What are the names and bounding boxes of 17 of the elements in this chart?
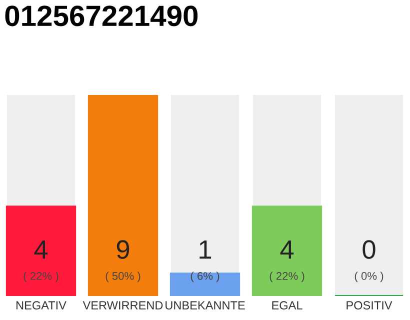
x-tick-label: POSITIV: [346, 301, 392, 310]
data-label: 4: [280, 240, 294, 259]
annotation: ( 22% ): [270, 272, 304, 282]
x-tick-label: EGAL: [272, 301, 302, 310]
data-label: 9: [116, 240, 130, 259]
bar: [170, 272, 240, 296]
x-tick-label: NEGATIV: [16, 301, 66, 310]
data-label: 1: [200, 240, 212, 259]
annotation: ( 0% ): [354, 272, 384, 282]
x-tick-label: VERWIRREND: [82, 301, 163, 310]
annotation: ( 6% ): [190, 272, 220, 282]
x-tick-label: UNBEKANNTE: [166, 301, 245, 310]
data-label: 0: [362, 240, 376, 259]
annotation: ( 50% ): [106, 272, 140, 282]
data-label: 4: [34, 240, 48, 259]
annotation: ( 22% ): [24, 272, 58, 282]
chart-title: 012567221490: [5, 6, 198, 26]
